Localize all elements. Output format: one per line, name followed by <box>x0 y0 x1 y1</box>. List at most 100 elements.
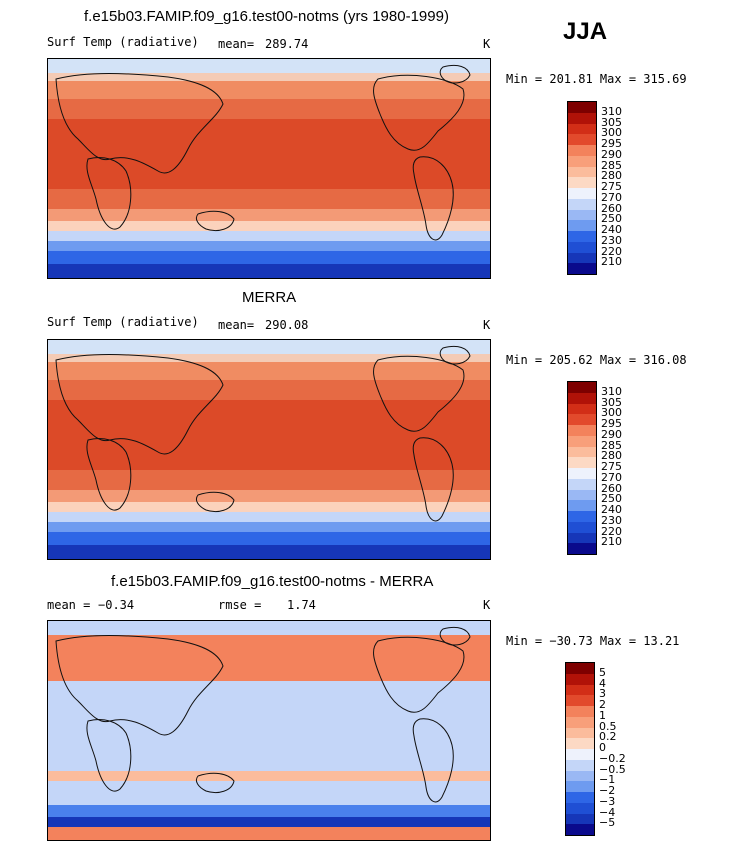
colorbar-box <box>568 231 596 242</box>
colorbar-box <box>568 198 596 210</box>
colorbar-box <box>568 241 596 253</box>
rmse-value: 1.74 <box>287 598 316 612</box>
colorbar-box <box>568 425 596 436</box>
colorbar-tick-label: −0.5 <box>599 762 626 776</box>
colorbar-box <box>568 382 596 393</box>
temperature-map <box>47 58 491 279</box>
colorbar-tick-label: 285 <box>601 158 622 172</box>
coastline <box>195 772 235 794</box>
colorbar-tick-label: 210 <box>601 255 622 269</box>
coastline <box>195 210 235 232</box>
colorbar-box <box>566 684 594 696</box>
mean-value: 290.08 <box>265 318 309 332</box>
field-band <box>48 251 490 264</box>
colorbar-tick-label: 290 <box>601 147 622 161</box>
colorbar-tick-label: 220 <box>601 524 622 538</box>
colorbar-box <box>568 532 596 544</box>
colorbar-tick-label: 250 <box>601 212 622 226</box>
colorbar-box <box>566 663 594 674</box>
colorbar-box <box>568 102 596 113</box>
field-band <box>48 241 490 251</box>
colorbar-box <box>568 403 596 415</box>
colorbar-tick-label: −1 <box>599 773 616 787</box>
coastline <box>439 64 471 84</box>
coastline <box>86 719 132 792</box>
colorbar-box <box>568 166 596 178</box>
min-max-label: Min = −30.73 Max = 13.21 <box>506 634 680 648</box>
field-band <box>48 400 490 470</box>
colorbar-box <box>568 543 596 554</box>
colorbar-box <box>566 792 594 803</box>
colorbar-tick-label: 210 <box>601 535 622 549</box>
colorbar-tick-label: −3 <box>599 794 616 808</box>
colorbar-box <box>568 145 596 156</box>
colorbar-box <box>566 770 594 782</box>
colorbar-tick-label: 240 <box>601 223 622 236</box>
colorbar-box <box>568 134 596 145</box>
field-band <box>48 354 490 362</box>
field-band <box>48 119 490 189</box>
colorbar <box>567 101 597 275</box>
colorbar-box <box>568 112 596 124</box>
coastline <box>439 626 471 646</box>
field-band <box>48 380 490 400</box>
colorbar-tick-label: 5 <box>599 665 606 679</box>
colorbar-tick-label: 230 <box>601 233 622 247</box>
colorbar-tick-label: 280 <box>601 449 622 463</box>
colorbar-box <box>566 706 594 717</box>
field-band <box>48 681 490 771</box>
colorbar-tick-label: 295 <box>601 417 622 430</box>
colorbar-tick-label: 250 <box>601 492 622 506</box>
colorbar-tick-label: 0 <box>599 741 606 754</box>
colorbar-box <box>568 209 596 221</box>
colorbar <box>565 662 595 836</box>
coastline <box>195 491 235 513</box>
field-band <box>48 490 490 502</box>
field-band <box>48 340 490 354</box>
colorbar-tick-label: 4 <box>599 676 606 690</box>
mean-value: 289.74 <box>265 37 309 51</box>
colorbar-box <box>566 802 594 814</box>
colorbar-tick-label: 275 <box>601 180 622 193</box>
colorbar-tick-label: 305 <box>601 115 622 129</box>
map-field <box>48 621 490 840</box>
colorbar-box <box>566 695 594 706</box>
colorbar-tick-label: −0.2 <box>599 751 626 765</box>
field-band <box>48 817 490 827</box>
field-band <box>48 59 490 73</box>
field-band <box>48 771 490 781</box>
colorbar-tick-label: 295 <box>601 137 622 150</box>
colorbar-box <box>568 500 596 511</box>
map-field <box>48 59 490 278</box>
colorbar-box <box>566 727 594 739</box>
coastline <box>55 73 224 174</box>
season-label: JJA <box>563 18 608 45</box>
colorbar-box <box>568 263 596 274</box>
coastline <box>55 635 224 736</box>
min-max-label: Min = 205.62 Max = 316.08 <box>506 353 687 367</box>
field-band <box>48 264 490 278</box>
colorbar-box <box>568 123 596 135</box>
colorbar-tick-label: 290 <box>601 427 622 441</box>
colorbar-tick-label: 3 <box>599 687 606 701</box>
colorbar-box <box>568 435 596 447</box>
colorbar-labels: 310 305 300 295 290 285 280 275 270 260 250 240 230 2… <box>601 101 641 275</box>
field-band <box>48 221 490 231</box>
colorbar-tick-label: −4 <box>599 805 616 819</box>
units-label: K <box>483 318 491 332</box>
mean-value: −0.34 <box>98 598 135 612</box>
colorbar-box <box>566 738 594 749</box>
panel-title: f.e15b03.FAMIP.f09_g16.test00-notms - ME… <box>111 573 434 590</box>
colorbar-box <box>568 489 596 501</box>
colorbar-box <box>568 188 596 199</box>
colorbar-box <box>568 521 596 533</box>
colorbar-box <box>566 813 594 825</box>
panel-title: MERRA <box>242 289 297 306</box>
field-band <box>48 209 490 221</box>
mean-label: mean = <box>47 598 91 612</box>
colorbar-box <box>568 220 596 231</box>
colorbar-box <box>566 759 594 771</box>
coastline <box>55 354 224 455</box>
colorbar-box <box>568 252 596 264</box>
colorbar-tick-label: 2 <box>599 698 606 711</box>
